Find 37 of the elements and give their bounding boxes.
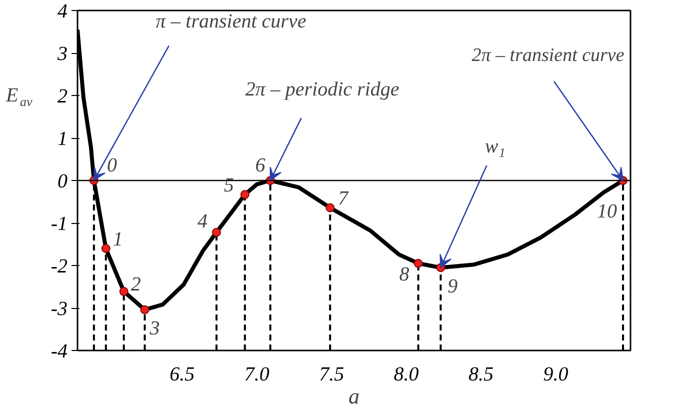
annotation: 2π – transient curve: [472, 45, 624, 66]
x-tick-label: 9.0: [543, 364, 568, 386]
y-tick-label: -4: [50, 340, 68, 362]
annotation: π – transient curve: [156, 10, 306, 32]
annotation: 5: [224, 174, 234, 197]
y-tick-label: 0: [58, 170, 68, 192]
point: [119, 286, 128, 296]
annotation: 4: [197, 210, 208, 232]
point: [101, 244, 110, 253]
y-tick-label: -3: [50, 298, 68, 320]
point: [240, 190, 250, 200]
y-tick-label: 4: [58, 0, 68, 22]
y-tick-label: 2: [58, 86, 68, 108]
x-tick-label: 7.5: [319, 364, 344, 386]
annotation: 8: [399, 263, 410, 286]
point: [326, 203, 335, 212]
x-tick-label: 8.5: [468, 364, 494, 386]
x-tick-label: 8.0: [394, 364, 419, 386]
annotation: 1: [112, 228, 123, 250]
y-tick-label: -2: [50, 256, 68, 278]
x-tick-label: 6.5: [170, 364, 195, 386]
y-tick-label: 3: [56, 43, 68, 65]
point: [212, 228, 221, 237]
y-tick-label: 1: [58, 128, 68, 150]
point: [414, 258, 423, 268]
annotation: 2: [130, 273, 141, 296]
annotation: 3: [148, 318, 160, 340]
annotation: 0: [106, 154, 117, 176]
point: [140, 305, 150, 314]
annotation: 7: [338, 188, 350, 210]
x-axis-title: a: [348, 384, 360, 408]
annotation: 9: [448, 276, 458, 298]
y-tick-label: -1: [50, 213, 68, 235]
annotation: 10: [597, 200, 618, 222]
x-tick-label: 7.0: [244, 364, 270, 386]
annotation: 6: [255, 154, 266, 176]
annotation: 2π – periodic ridge: [245, 78, 400, 100]
